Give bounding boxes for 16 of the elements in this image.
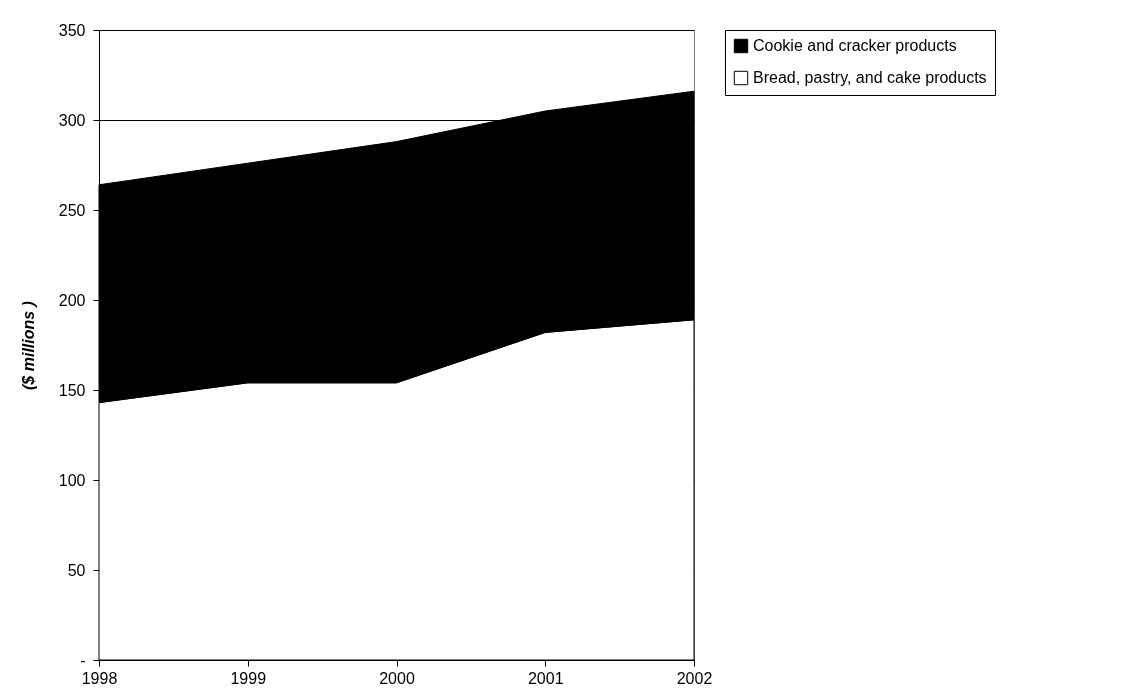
y-tick-label: 300 xyxy=(58,111,86,129)
y-tick-label: 50 xyxy=(67,561,86,579)
y-tick-label: 100 xyxy=(58,471,86,489)
legend-label: Cookie and cracker products xyxy=(753,37,957,54)
x-tick-label: 1998 xyxy=(81,669,118,687)
y-axis-title: ($ millions ) xyxy=(19,301,37,390)
x-tick-label: 1999 xyxy=(230,669,267,687)
y-tick-label: 350 xyxy=(58,21,86,39)
legend-label: Bread, pastry, and cake products xyxy=(753,69,987,86)
y-tick-label: 150 xyxy=(58,381,86,399)
x-tick-label: 2000 xyxy=(379,669,415,687)
y-tick-label: - xyxy=(80,651,86,669)
y-tick-label: 250 xyxy=(58,201,86,219)
x-tick-label: 2001 xyxy=(527,669,564,687)
x-tick-label: 2002 xyxy=(676,669,713,687)
y-tick-label: 200 xyxy=(58,291,86,309)
